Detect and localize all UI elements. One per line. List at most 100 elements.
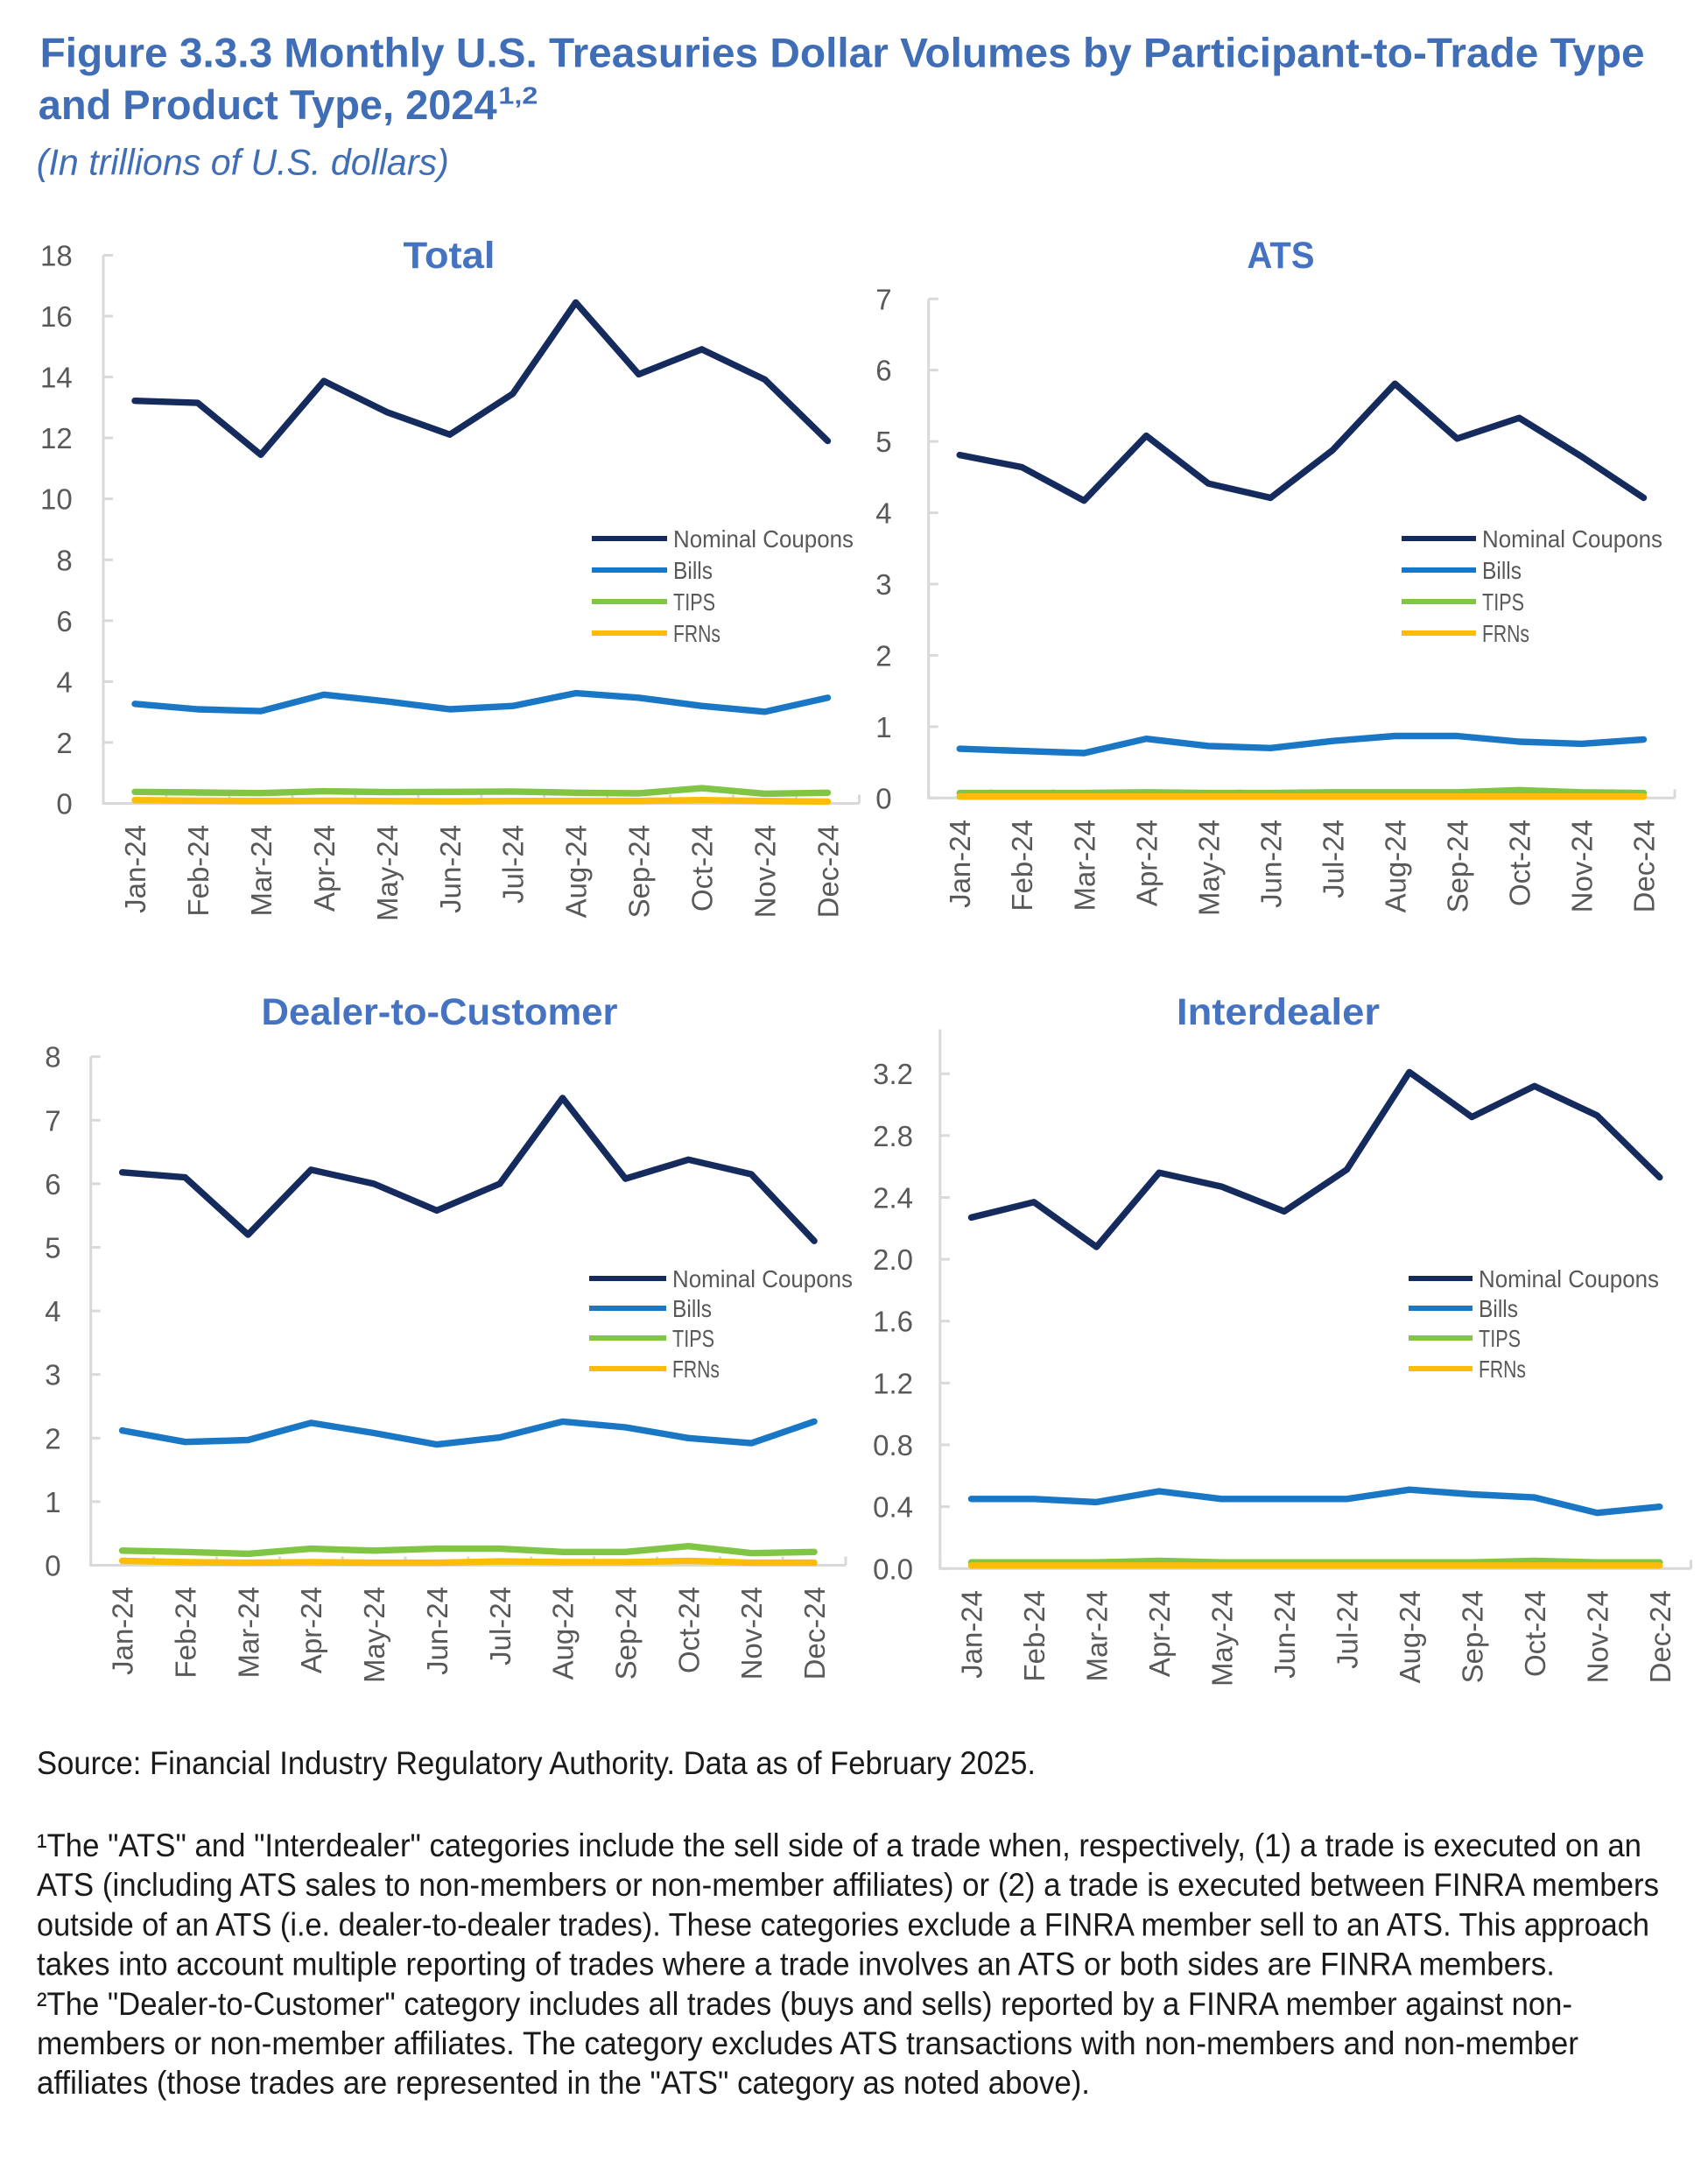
svg-text:¹The "ATS" and "Interdealer" c: ¹The "ATS" and "Interdealer" categories …	[37, 1827, 1641, 1863]
svg-text:3: 3	[875, 568, 891, 601]
svg-text:Nominal Coupons: Nominal Coupons	[673, 525, 854, 553]
svg-text:TIPS: TIPS	[1482, 588, 1524, 616]
svg-text:Jun-24: Jun-24	[1269, 1590, 1301, 1679]
svg-text:May-24: May-24	[1192, 820, 1225, 916]
svg-text:8: 8	[45, 1041, 60, 1074]
svg-text:2.8: 2.8	[873, 1120, 913, 1152]
svg-text:Mar-24: Mar-24	[245, 825, 278, 917]
svg-text:Feb-24: Feb-24	[170, 1587, 202, 1679]
svg-text:²The "Dealer-to-Customer" cate: ²The "Dealer-to-Customer" category inclu…	[37, 1986, 1572, 2022]
svg-text:Source: Financial Industry Reg: Source: Financial Industry Regulatory Au…	[37, 1745, 1036, 1781]
svg-text:Figure 3.3.3 Monthly U.S. Trea: Figure 3.3.3 Monthly U.S. Treasuries Dol…	[40, 30, 1645, 76]
svg-text:Nov-24: Nov-24	[749, 825, 782, 918]
svg-text:5: 5	[875, 426, 891, 458]
svg-text:Nominal Coupons: Nominal Coupons	[1482, 525, 1662, 553]
svg-text:Jan-24: Jan-24	[119, 825, 151, 913]
svg-text:3.2: 3.2	[873, 1058, 913, 1090]
svg-text:ATS (including ATS sales to no: ATS (including ATS sales to non-members …	[37, 1867, 1659, 1903]
svg-text:FRNs: FRNs	[1479, 1356, 1526, 1383]
svg-text:Dec-24: Dec-24	[1628, 820, 1661, 912]
svg-text:Jul-24: Jul-24	[484, 1587, 517, 1665]
svg-text:Nov-24: Nov-24	[735, 1587, 768, 1680]
svg-text:12: 12	[40, 422, 73, 454]
svg-text:Bills: Bills	[1479, 1295, 1518, 1322]
svg-text:TIPS: TIPS	[672, 1325, 714, 1352]
svg-text:affiliates (those trades are r: affiliates (those trades are represented…	[37, 2065, 1090, 2101]
svg-text:Oct-24: Oct-24	[1503, 820, 1536, 906]
svg-text:Aug-24: Aug-24	[547, 1587, 580, 1680]
svg-text:0: 0	[45, 1550, 60, 1582]
svg-text:Bills: Bills	[672, 1295, 712, 1322]
svg-text:Jan-24: Jan-24	[944, 820, 976, 908]
svg-text:Jul-24: Jul-24	[1317, 820, 1349, 898]
svg-text:Jun-24: Jun-24	[1255, 820, 1287, 908]
svg-text:Total: Total	[404, 235, 496, 277]
svg-text:Feb-24: Feb-24	[1006, 820, 1038, 912]
svg-text:1.2: 1.2	[873, 1367, 913, 1399]
svg-text:4: 4	[875, 497, 891, 530]
svg-text:1,2: 1,2	[498, 82, 538, 109]
svg-text:2.4: 2.4	[873, 1182, 913, 1215]
svg-text:0.4: 0.4	[873, 1491, 913, 1524]
svg-text:Jun-24: Jun-24	[434, 825, 467, 913]
svg-text:4: 4	[56, 665, 72, 698]
svg-text:8: 8	[56, 544, 72, 576]
svg-text:5: 5	[45, 1232, 60, 1264]
svg-text:2: 2	[875, 639, 891, 672]
svg-text:1: 1	[875, 711, 891, 743]
svg-text:and Product Type, 2024: and Product Type, 2024	[39, 81, 497, 128]
svg-text:0.0: 0.0	[873, 1553, 913, 1585]
svg-text:ATS: ATS	[1248, 235, 1315, 277]
svg-text:10: 10	[40, 483, 73, 516]
svg-text:6: 6	[45, 1168, 60, 1201]
svg-text:7: 7	[875, 283, 891, 315]
svg-text:1: 1	[45, 1486, 60, 1518]
svg-text:TIPS: TIPS	[1479, 1325, 1521, 1352]
svg-text:Jun-24: Jun-24	[421, 1587, 453, 1675]
svg-text:May-24: May-24	[371, 825, 404, 921]
svg-text:FRNs: FRNs	[673, 620, 720, 647]
svg-text:TIPS: TIPS	[673, 588, 715, 616]
svg-text:Feb-24: Feb-24	[1018, 1590, 1051, 1682]
svg-text:May-24: May-24	[358, 1587, 390, 1683]
svg-text:Apr-24: Apr-24	[1143, 1590, 1176, 1677]
svg-text:Feb-24: Feb-24	[182, 825, 214, 917]
svg-text:2.0: 2.0	[873, 1243, 913, 1276]
svg-text:7: 7	[45, 1104, 60, 1137]
svg-text:outside of an ATS (i.e. dealer: outside of an ATS (i.e. dealer-to-dealer…	[37, 1906, 1649, 1942]
svg-text:Apr-24: Apr-24	[295, 1587, 327, 1673]
svg-text:members or non-member affiliat: members or non-member affiliates. The ca…	[37, 2025, 1578, 2061]
svg-text:6: 6	[56, 605, 72, 637]
svg-text:May-24: May-24	[1205, 1590, 1238, 1687]
svg-text:Dec-24: Dec-24	[812, 825, 845, 918]
svg-text:Jul-24: Jul-24	[497, 825, 530, 904]
svg-text:Sep-24: Sep-24	[1441, 820, 1473, 912]
svg-text:takes into account multiple re: takes into account multiple reporting of…	[37, 1947, 1555, 1982]
svg-text:(In trillions of U.S. dollars): (In trillions of U.S. dollars)	[37, 142, 449, 183]
svg-text:Jan-24: Jan-24	[956, 1590, 988, 1679]
svg-text:2: 2	[56, 727, 72, 759]
svg-text:Nominal Coupons: Nominal Coupons	[672, 1265, 853, 1292]
svg-text:Mar-24: Mar-24	[1068, 820, 1100, 912]
svg-text:0: 0	[875, 782, 891, 814]
svg-text:Nov-24: Nov-24	[1566, 820, 1599, 912]
svg-text:Nov-24: Nov-24	[1581, 1590, 1613, 1683]
svg-text:3: 3	[45, 1359, 60, 1391]
svg-text:Sep-24: Sep-24	[610, 1587, 643, 1680]
svg-text:FRNs: FRNs	[1482, 620, 1529, 647]
svg-text:Bills: Bills	[673, 557, 713, 584]
svg-text:2: 2	[45, 1422, 60, 1454]
svg-text:Interdealer: Interdealer	[1177, 991, 1380, 1033]
svg-text:0.8: 0.8	[873, 1429, 913, 1461]
svg-text:Sep-24: Sep-24	[1456, 1590, 1488, 1683]
svg-text:Dec-24: Dec-24	[1644, 1590, 1676, 1683]
svg-text:6: 6	[875, 355, 891, 387]
svg-text:Dealer-to-Customer: Dealer-to-Customer	[262, 991, 618, 1033]
svg-text:Mar-24: Mar-24	[1081, 1590, 1114, 1682]
svg-text:1.6: 1.6	[873, 1306, 913, 1338]
svg-text:Mar-24: Mar-24	[232, 1587, 264, 1679]
svg-text:Sep-24: Sep-24	[623, 825, 656, 918]
svg-text:Jul-24: Jul-24	[1331, 1590, 1363, 1669]
svg-text:14: 14	[40, 362, 73, 394]
svg-text:Apr-24: Apr-24	[1130, 820, 1163, 906]
